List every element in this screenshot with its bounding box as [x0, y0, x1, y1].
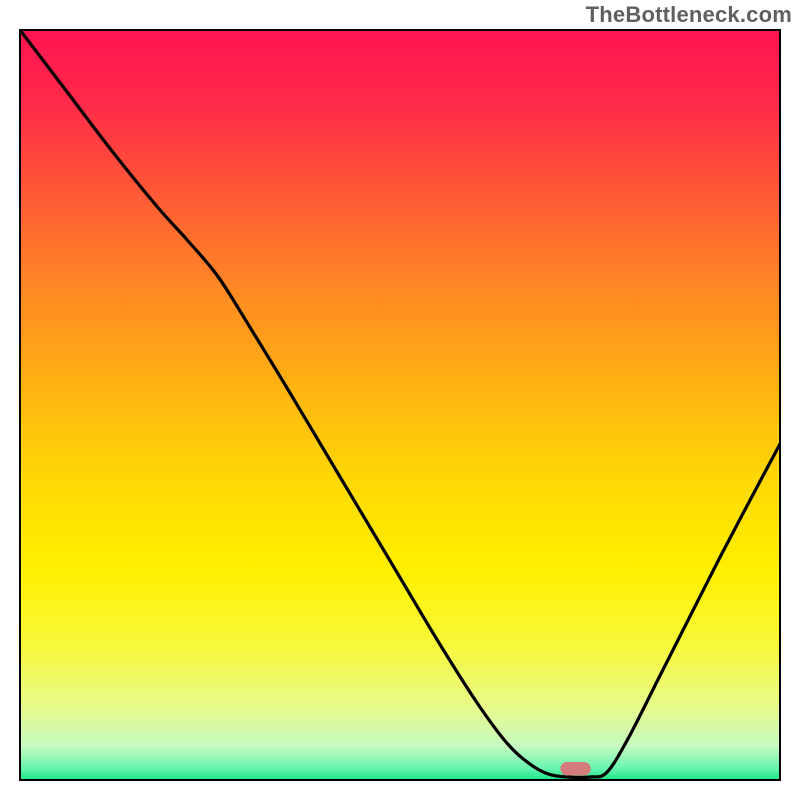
gradient-background [20, 30, 780, 780]
watermark-label: TheBottleneck.com [586, 2, 792, 28]
optimum-marker [560, 762, 590, 776]
figure-container: TheBottleneck.com [0, 0, 800, 800]
bottleneck-chart [0, 0, 800, 800]
